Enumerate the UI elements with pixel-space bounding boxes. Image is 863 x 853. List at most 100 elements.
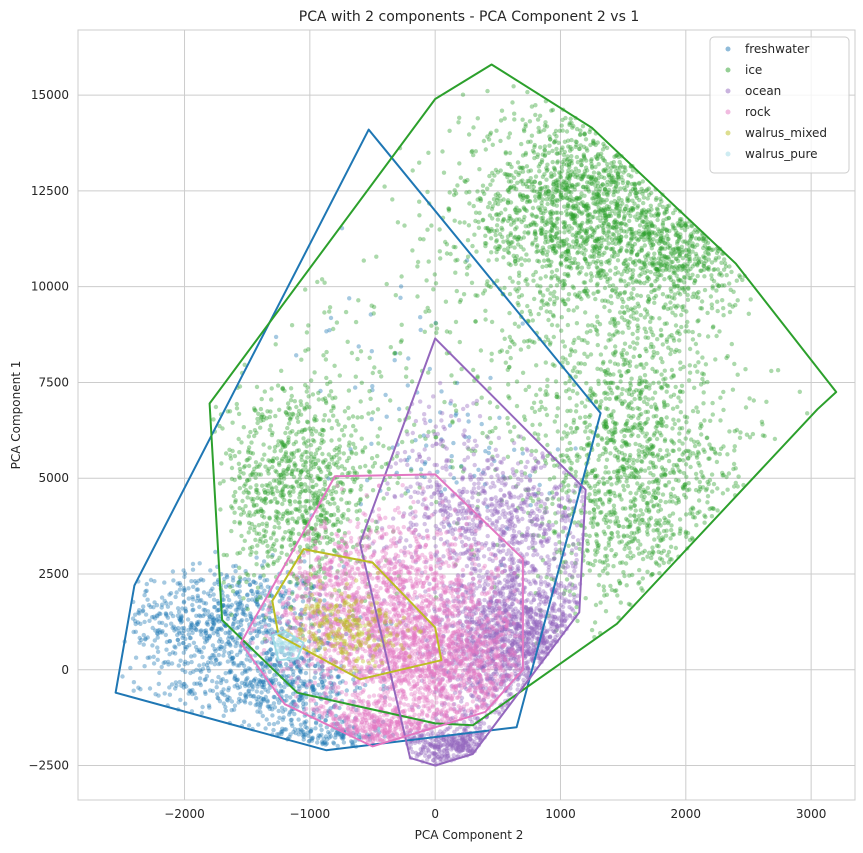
scatter-point bbox=[570, 349, 574, 353]
scatter-point bbox=[552, 140, 556, 144]
scatter-point bbox=[466, 419, 470, 423]
scatter-point bbox=[280, 626, 284, 630]
scatter-point bbox=[290, 517, 294, 521]
scatter-point bbox=[629, 291, 633, 295]
scatter-point bbox=[198, 561, 202, 565]
scatter-point bbox=[535, 214, 539, 218]
scatter-point bbox=[220, 628, 224, 632]
scatter-point bbox=[268, 500, 272, 504]
scatter-point bbox=[637, 259, 641, 263]
scatter-point bbox=[666, 307, 670, 311]
scatter-point bbox=[304, 475, 308, 479]
scatter-point bbox=[567, 243, 571, 247]
scatter-point bbox=[259, 690, 263, 694]
scatter-point bbox=[693, 278, 697, 282]
scatter-point bbox=[580, 175, 584, 179]
scatter-point bbox=[683, 239, 687, 243]
scatter-point bbox=[318, 432, 322, 436]
scatter-point bbox=[347, 296, 351, 300]
scatter-point bbox=[180, 615, 184, 619]
scatter-point bbox=[521, 182, 525, 186]
scatter-point bbox=[329, 316, 333, 320]
scatter-point bbox=[593, 239, 597, 243]
scatter-point bbox=[472, 204, 476, 208]
scatter-point bbox=[532, 297, 536, 301]
scatter-point bbox=[442, 171, 446, 175]
scatter-point bbox=[233, 490, 237, 494]
scatter-point bbox=[595, 282, 599, 286]
scatter-point bbox=[457, 161, 461, 165]
scatter-point bbox=[519, 245, 523, 249]
scatter-point bbox=[653, 279, 657, 283]
scatter-point bbox=[548, 236, 552, 240]
scatter-point bbox=[332, 513, 336, 517]
scatter-point bbox=[602, 305, 606, 309]
scatter-point bbox=[191, 585, 195, 589]
scatter-point bbox=[273, 497, 277, 501]
scatter-point bbox=[555, 226, 559, 230]
scatter-point bbox=[210, 612, 214, 616]
scatter-point bbox=[438, 256, 442, 260]
scatter-point bbox=[668, 244, 672, 248]
scatter-point bbox=[691, 330, 695, 334]
scatter-point bbox=[556, 276, 560, 280]
scatter-point bbox=[290, 394, 294, 398]
scatter-point bbox=[321, 353, 325, 357]
scatter-point bbox=[157, 628, 161, 632]
scatter-point bbox=[570, 205, 574, 209]
scatter-point bbox=[254, 551, 258, 555]
scatter-point bbox=[366, 411, 370, 415]
scatter-point bbox=[314, 721, 318, 725]
scatter-point bbox=[186, 617, 190, 621]
scatter-point bbox=[322, 737, 326, 741]
scatter-point bbox=[296, 507, 300, 511]
scatter-point bbox=[594, 400, 598, 404]
scatter-point bbox=[489, 250, 493, 254]
scatter-point bbox=[213, 649, 217, 653]
scatter-point bbox=[217, 662, 221, 666]
scatter-point bbox=[542, 259, 546, 263]
scatter-point bbox=[303, 450, 307, 454]
scatter-point bbox=[303, 725, 307, 729]
scatter-point bbox=[676, 223, 680, 227]
scatter-point bbox=[466, 238, 470, 242]
scatter-point bbox=[487, 174, 491, 178]
scatter-point bbox=[569, 215, 573, 219]
scatter-point bbox=[516, 301, 520, 305]
scatter-point bbox=[488, 213, 492, 217]
scatter-point bbox=[467, 201, 471, 205]
scatter-point bbox=[539, 400, 543, 404]
scatter-point bbox=[238, 467, 242, 471]
scatter-point bbox=[252, 528, 256, 532]
scatter-point bbox=[635, 205, 639, 209]
scatter-point bbox=[299, 490, 303, 494]
scatter-point bbox=[530, 241, 534, 245]
scatter-point bbox=[542, 248, 546, 252]
scatter-point bbox=[266, 554, 270, 558]
scatter-point bbox=[277, 556, 281, 560]
scatter-point bbox=[727, 264, 731, 268]
scatter-point bbox=[288, 543, 292, 547]
scatter-point bbox=[601, 228, 605, 232]
scatter-point bbox=[338, 373, 342, 377]
scatter-point bbox=[595, 266, 599, 270]
scatter-point bbox=[623, 342, 627, 346]
scatter-point bbox=[597, 224, 601, 228]
scatter-point bbox=[248, 526, 252, 530]
scatter-point bbox=[324, 357, 328, 361]
scatter-point bbox=[711, 268, 715, 272]
scatter-point bbox=[710, 260, 714, 264]
scatter-point bbox=[585, 330, 589, 334]
scatter-point bbox=[290, 323, 294, 327]
scatter-point bbox=[494, 129, 498, 133]
scatter-point bbox=[604, 272, 608, 276]
scatter-point bbox=[580, 401, 584, 405]
scatter-point bbox=[353, 471, 357, 475]
scatter-point bbox=[584, 137, 588, 141]
scatter-point bbox=[552, 182, 556, 186]
scatter-point bbox=[682, 280, 686, 284]
scatter-point bbox=[337, 450, 341, 454]
scatter-point bbox=[617, 369, 621, 373]
scatter-point bbox=[589, 220, 593, 224]
scatter-point bbox=[324, 530, 328, 534]
